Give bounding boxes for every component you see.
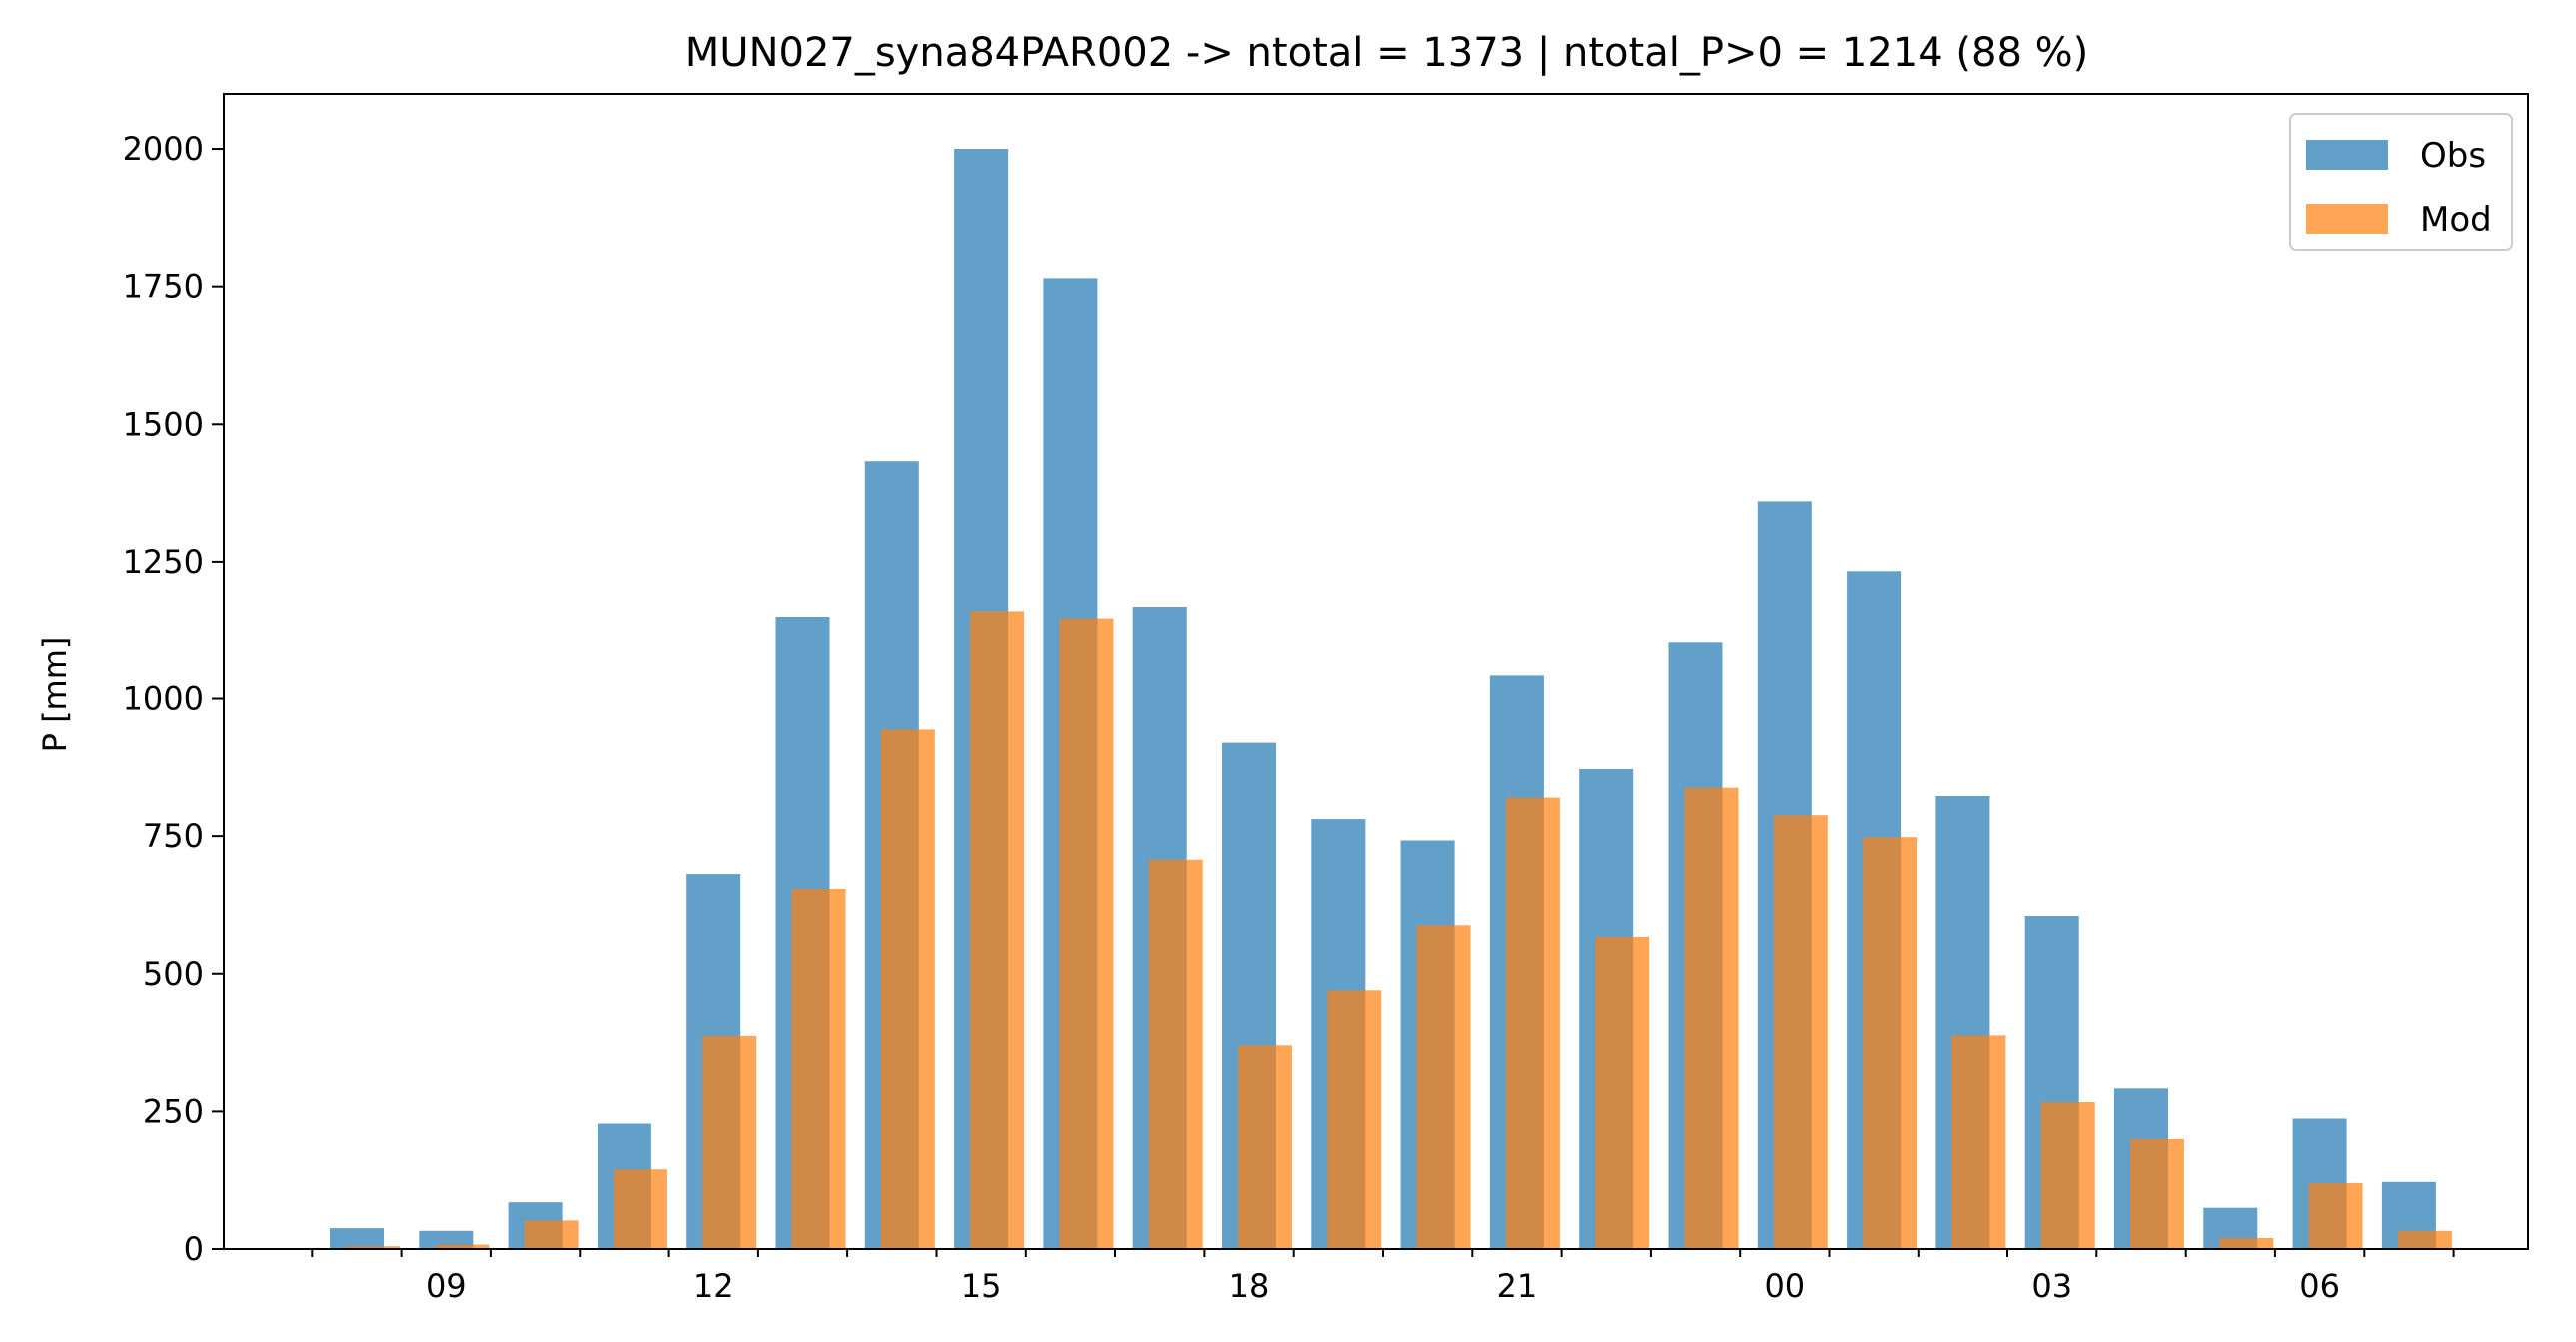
y-tick-label: 500 xyxy=(143,955,204,993)
mod-bar xyxy=(524,1220,579,1249)
mod-bar xyxy=(1059,618,1114,1249)
legend-label: Mod xyxy=(2420,200,2492,240)
mod-bar xyxy=(2308,1182,2363,1249)
mod-bar xyxy=(1416,925,1471,1249)
mod-bar xyxy=(1863,837,1918,1249)
mod-bar xyxy=(880,729,935,1249)
x-tick-label: 18 xyxy=(1229,1267,1270,1305)
mod-bar xyxy=(1773,815,1828,1249)
mod-bar xyxy=(1148,859,1203,1249)
y-tick-label: 750 xyxy=(143,817,204,855)
mod-bar xyxy=(1951,1035,2006,1249)
chart-title: MUN027_syna84PAR002 -> ntotal = 1373 | n… xyxy=(685,30,2088,76)
mod-bar xyxy=(2130,1138,2184,1249)
y-tick-label: 1000 xyxy=(123,680,204,718)
mod-bar xyxy=(1327,990,1382,1249)
legend-swatch xyxy=(2306,140,2388,170)
mod-bar xyxy=(435,1244,490,1249)
x-tick-label: 09 xyxy=(426,1267,467,1305)
y-tick-label: 2000 xyxy=(123,130,204,168)
x-tick-label: 12 xyxy=(693,1267,734,1305)
mod-bar xyxy=(1505,797,1560,1249)
obs-bar xyxy=(419,1230,474,1249)
y-tick-label: 0 xyxy=(184,1230,204,1268)
x-tick-label: 00 xyxy=(1764,1267,1805,1305)
legend: Obs Mod xyxy=(2289,113,2513,251)
mod-bar xyxy=(791,889,846,1249)
y-tick-label: 1500 xyxy=(123,405,204,443)
y-tick-label: 1750 xyxy=(123,268,204,306)
y-tick-label: 1250 xyxy=(123,543,204,581)
y-axis-label: P [mm] xyxy=(36,637,74,753)
x-tick-label: 21 xyxy=(1497,1267,1538,1305)
x-tick-label: 06 xyxy=(2299,1267,2340,1305)
legend-label: Obs xyxy=(2420,136,2486,176)
bars-group xyxy=(330,149,2452,1249)
mod-bar xyxy=(2397,1230,2452,1249)
mod-bar xyxy=(702,1036,757,1249)
x-axis: 09 12 15 18 21 00 03 06 xyxy=(311,1249,2455,1305)
mod-bar xyxy=(2219,1238,2274,1249)
mod-bar xyxy=(1595,936,1650,1249)
mod-bar xyxy=(1238,1045,1292,1249)
obs-bar xyxy=(330,1228,384,1249)
mod-bar xyxy=(1684,787,1739,1249)
mod-bar xyxy=(2040,1102,2095,1249)
mod-bar xyxy=(346,1246,400,1249)
legend-swatch xyxy=(2306,204,2388,234)
y-axis: 0 250 500 750 1000 1250 1500 1750 2000 xyxy=(123,130,224,1268)
mod-bar xyxy=(613,1169,667,1249)
plot-frame xyxy=(223,93,2529,1250)
x-tick-label: 03 xyxy=(2031,1267,2072,1305)
x-tick-label: 15 xyxy=(961,1267,1002,1305)
mod-bar xyxy=(970,611,1025,1249)
y-tick-label: 250 xyxy=(143,1092,204,1130)
